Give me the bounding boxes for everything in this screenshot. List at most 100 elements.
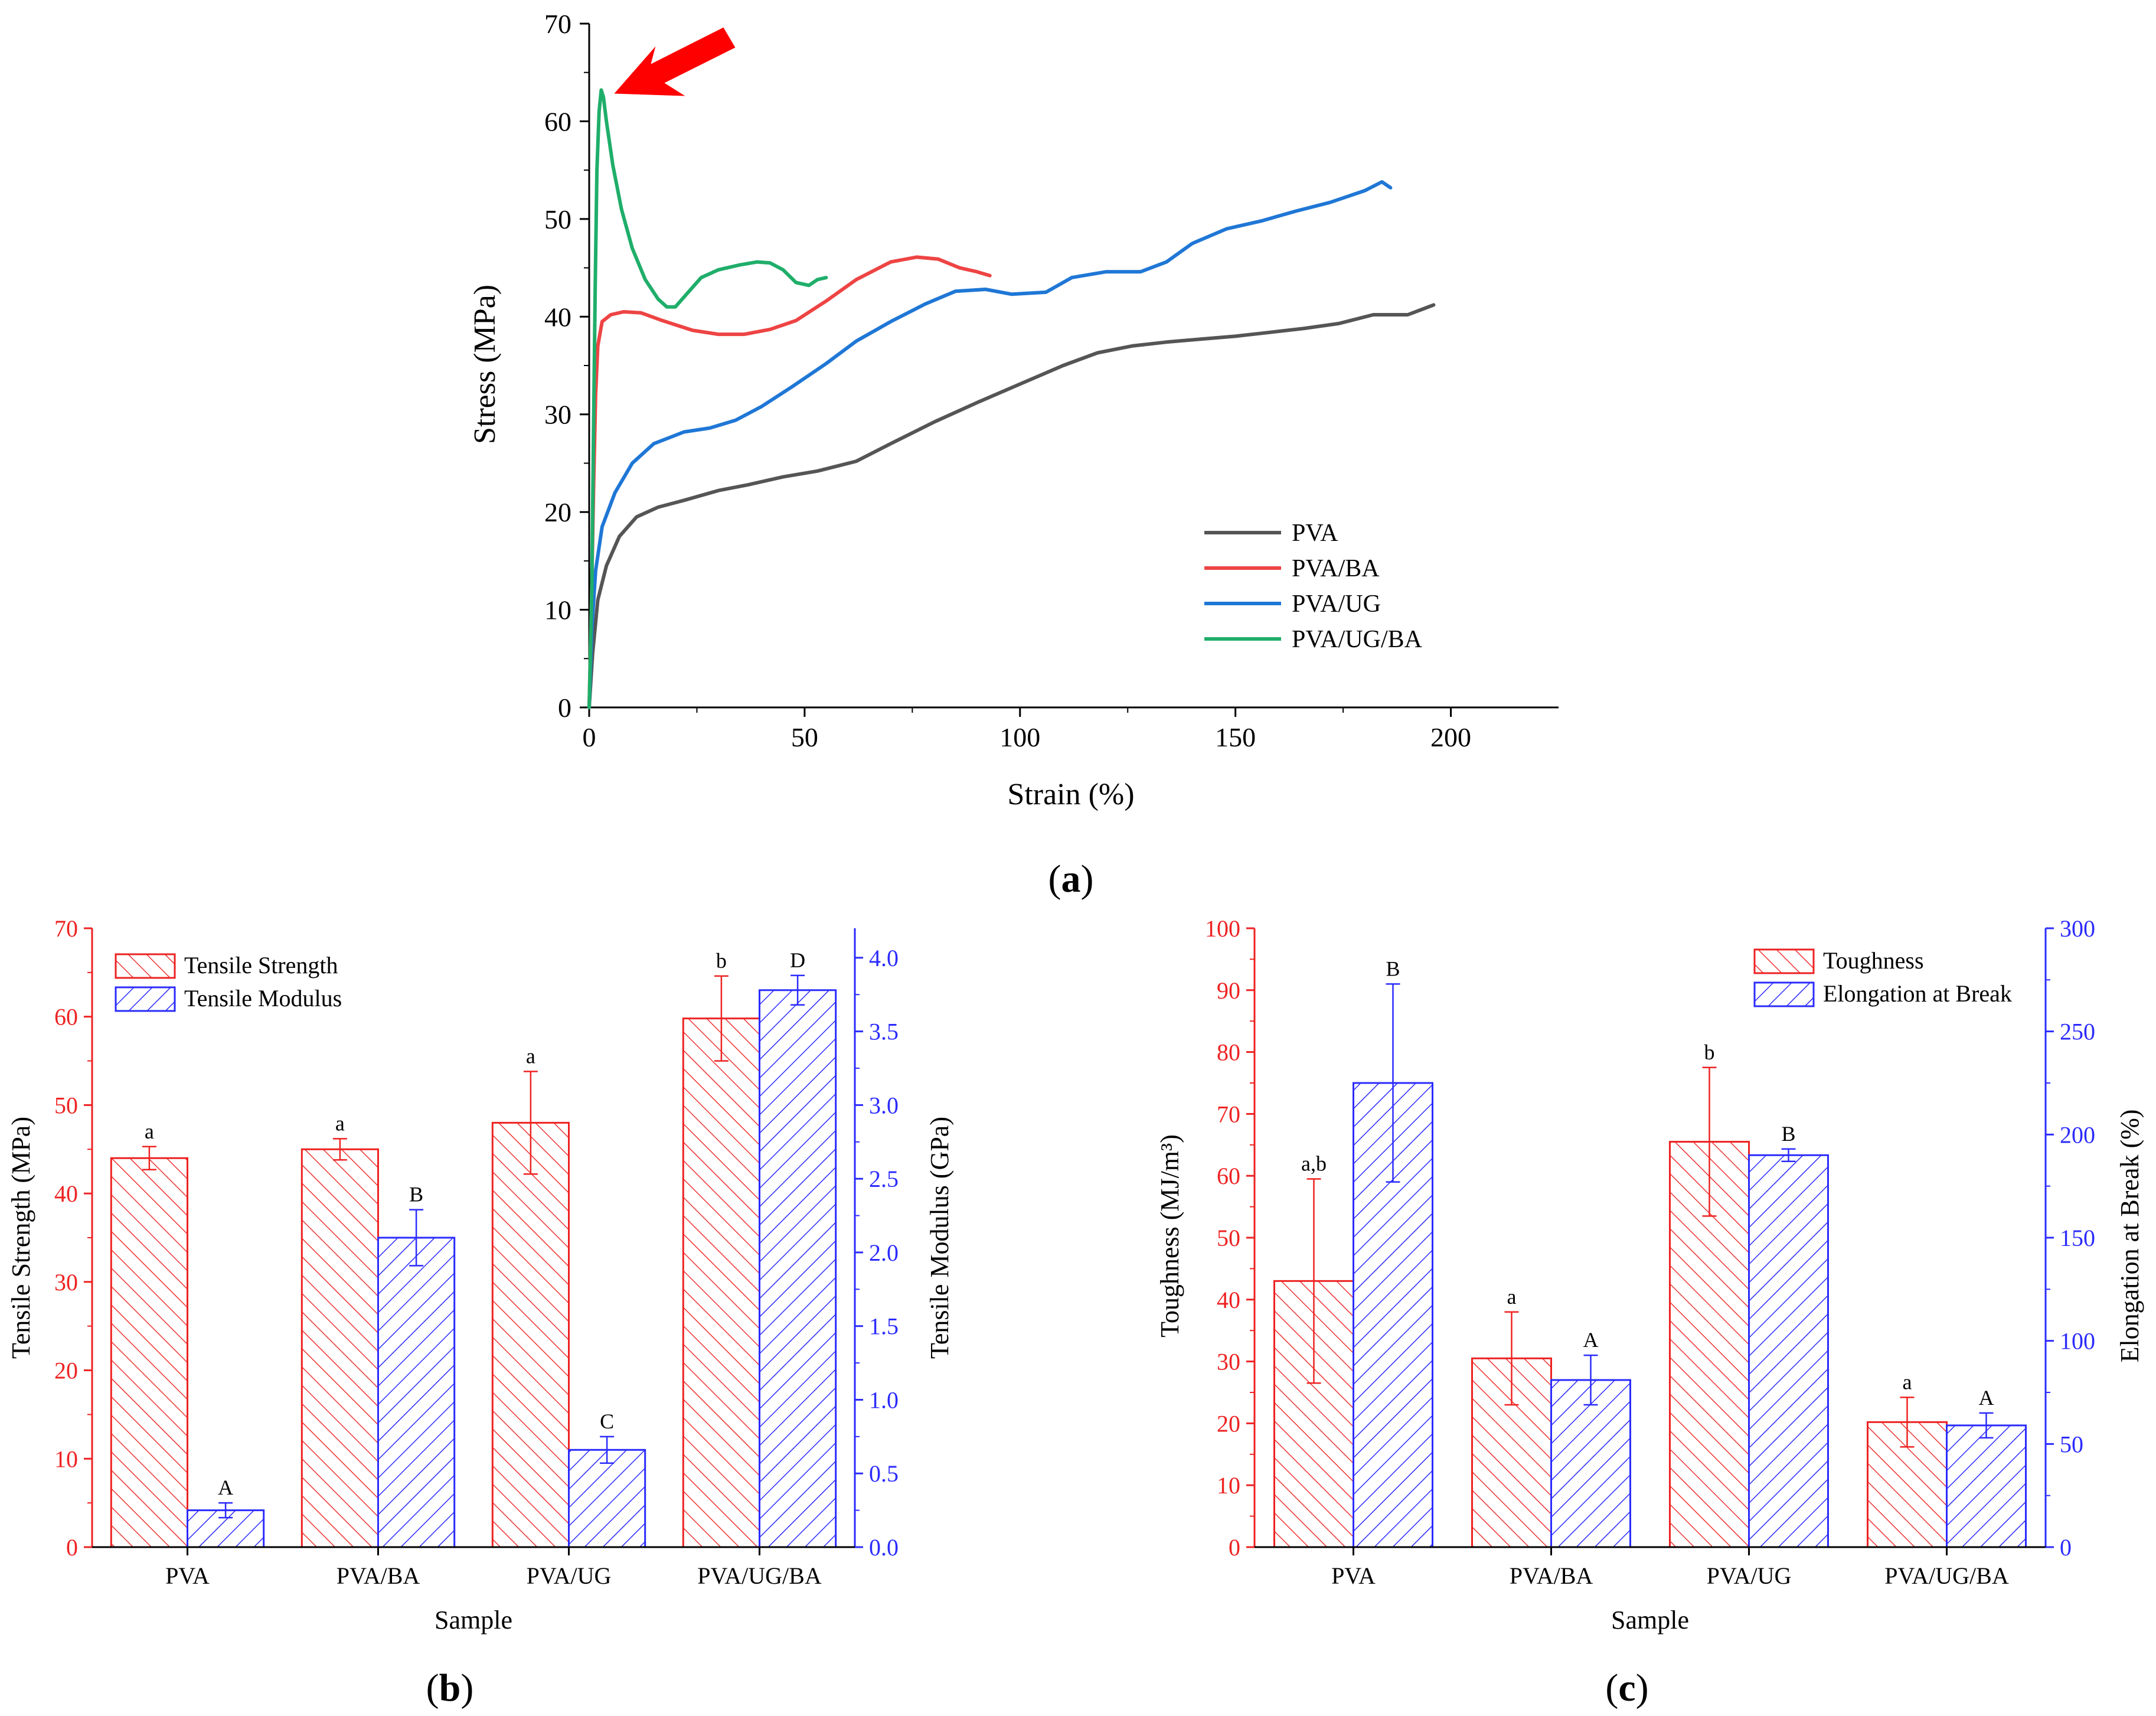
chart-c-legend: Toughness Elongation at Break	[1753, 947, 2012, 1007]
panel-label-c: (c)	[1605, 1666, 1648, 1710]
chart-a-y-tick-label: 50	[544, 204, 571, 234]
left-y-tick-label: 30	[54, 1269, 78, 1296]
chart-c-ylabel: Toughness (MJ/m³)	[1155, 1134, 1184, 1337]
significance-label: a	[1903, 1370, 1912, 1394]
chart-c-y2label: Elongation at Break (%)	[2115, 1110, 2144, 1363]
chart-b-y2label: Tensile Modulus (GPa)	[925, 1117, 954, 1359]
legend-label: Tensile Strength	[184, 952, 338, 978]
bar-elongation-at-break	[1550, 1379, 1631, 1548]
right-y-tick-label: 0.5	[869, 1460, 899, 1487]
tensile-bar-chart: a Aa Ba Cb D 0 10 20 30 40 50 60 70 0.0 0.5 1.0 1.5 2.0 2…	[6, 915, 954, 1710]
right-y-tick-label: 250	[2060, 1019, 2095, 1045]
right-y-tick-label: 0	[2060, 1534, 2072, 1561]
significance-label: A	[1979, 1386, 1994, 1410]
left-y-tick-label: 80	[1217, 1039, 1240, 1066]
legend-label: PVA/BA	[1292, 555, 1380, 582]
chart-b-ylabel: Tensile Strength (MPa)	[6, 1117, 35, 1359]
x-tick-label: PVA/UG/BA	[1884, 1562, 2009, 1589]
bar-tensile-modulus	[377, 1237, 456, 1548]
bar-tensile-strength	[110, 1157, 188, 1548]
significance-label: B	[409, 1183, 423, 1206]
right-y-tick-label: 300	[2060, 915, 2095, 942]
legend-label: Toughness	[1823, 947, 1924, 974]
left-y-tick-label: 20	[54, 1358, 78, 1384]
right-y-tick-label: 2.0	[869, 1239, 899, 1266]
chart-a-y-tick-label: 0	[558, 693, 571, 723]
significance-label: A	[218, 1476, 233, 1499]
chart-a-x-tick-label: 100	[999, 722, 1040, 752]
chart-b-xlabel: Sample	[435, 1606, 512, 1635]
significance-label: a	[145, 1120, 154, 1143]
left-y-tick-label: 50	[1217, 1225, 1240, 1251]
right-y-tick-label: 150	[2060, 1225, 2095, 1251]
bar-tensile-strength	[682, 1017, 761, 1548]
right-y-tick-label: 3.0	[869, 1092, 899, 1118]
left-y-tick-label: 0	[66, 1534, 78, 1561]
left-y-tick-label: 100	[1205, 915, 1240, 942]
left-y-tick-label: 40	[1217, 1287, 1240, 1313]
bar-elongation-at-break	[1748, 1154, 1829, 1548]
chart-a-y-tick-label: 10	[544, 595, 571, 625]
chart-a-x-tick-label: 50	[791, 722, 818, 752]
x-tick-label: PVA/BA	[1510, 1562, 1593, 1589]
series-line-pva-ug-ba	[587, 88, 828, 709]
panel-label-b: (b)	[426, 1666, 474, 1710]
left-y-tick-label: 70	[54, 915, 78, 942]
bar-elongation-at-break	[1946, 1424, 2027, 1548]
chart-a-legend: PVA PVA/BA PVA/UG PVA/UG/BA	[1204, 520, 1423, 653]
legend-label: PVA/UG/BA	[1292, 626, 1423, 653]
chart-a-ylabel: Stress (MPa)	[468, 285, 502, 444]
right-y-tick-label: 4.0	[869, 945, 899, 971]
chart-c-xlabel: Sample	[1611, 1606, 1689, 1635]
series-line-pva-ug	[587, 180, 1393, 709]
left-y-tick-label: 90	[1217, 977, 1240, 1004]
legend-swatch	[115, 953, 176, 979]
legend-label: PVA	[1292, 520, 1338, 547]
x-tick-label: PVA	[1331, 1562, 1376, 1589]
right-y-tick-label: 200	[2060, 1121, 2095, 1148]
legend-swatch	[115, 986, 176, 1012]
significance-label: C	[600, 1410, 614, 1433]
legend-swatch	[1753, 981, 1815, 1007]
right-y-tick-label: 1.5	[869, 1313, 899, 1340]
right-y-tick-label: 1.0	[869, 1386, 899, 1413]
chart-a-x-tick-label: 150	[1215, 722, 1256, 752]
chart-a-x-tick-label: 0	[583, 722, 596, 752]
chart-a-y-tick-label: 60	[544, 106, 571, 136]
x-tick-label: PVA/BA	[337, 1562, 420, 1589]
significance-label: a	[335, 1111, 345, 1135]
significance-label: a,b	[1301, 1151, 1327, 1175]
left-y-tick-label: 10	[54, 1446, 78, 1472]
chart-a-lines	[587, 88, 1436, 709]
chart-a-y-tick-label: 40	[544, 302, 571, 332]
left-y-tick-label: 10	[1217, 1472, 1240, 1499]
right-y-tick-label: 0.0	[869, 1534, 899, 1561]
significance-label: b	[716, 949, 727, 973]
chart-a-y-tick-label: 30	[544, 400, 571, 430]
arrow-shape	[614, 27, 736, 96]
significance-label: A	[1583, 1328, 1599, 1352]
bar-tensile-modulus	[568, 1449, 646, 1548]
panel-label-a: (a)	[1048, 857, 1094, 901]
right-y-tick-label: 2.5	[869, 1166, 899, 1192]
chart-a-xlabel: Strain (%)	[1007, 778, 1134, 811]
bar-tensile-strength	[300, 1148, 379, 1548]
significance-label: B	[1386, 957, 1400, 980]
significance-label: a	[1507, 1285, 1517, 1309]
significance-label: D	[790, 948, 805, 972]
left-y-tick-label: 50	[54, 1092, 78, 1118]
x-tick-label: PVA/UG	[527, 1562, 612, 1589]
right-y-tick-label: 3.5	[869, 1019, 899, 1045]
x-tick-label: PVA	[165, 1562, 210, 1589]
toughness-bar-chart: a,b Ba Ab Ba A 0 10 20 30 40 50 60 70 80 90 100 0 50 100 1…	[1155, 915, 2144, 1710]
legend-swatch	[1753, 948, 1815, 974]
chart-c-bars: a,b Ba Ab Ba A	[1273, 957, 2027, 1548]
chart-b-bars: a Aa Ba Cb D	[110, 948, 837, 1548]
series-line-pva	[587, 303, 1436, 709]
x-tick-label: PVA/UG/BA	[697, 1562, 822, 1589]
peak-arrow-icon	[614, 27, 736, 96]
bar-tensile-strength	[491, 1121, 570, 1548]
legend-label: PVA/UG	[1292, 591, 1381, 618]
chart-a-y-tick-label: 70	[544, 9, 571, 39]
